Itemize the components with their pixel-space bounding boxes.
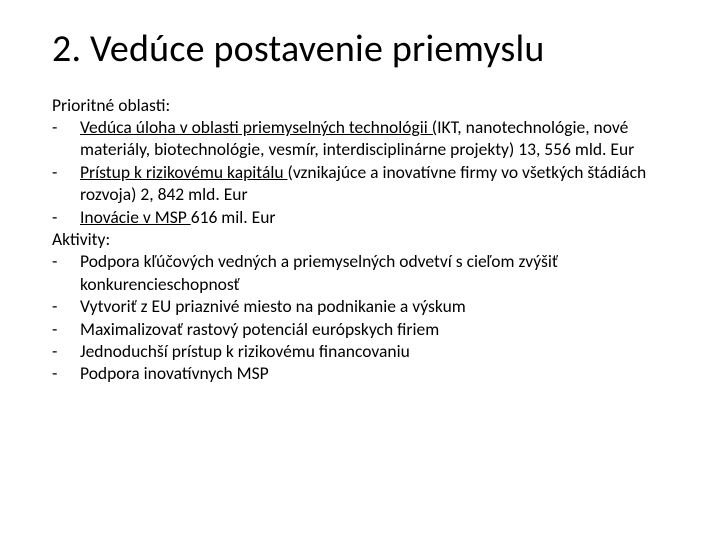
- dash-icon: -: [52, 206, 80, 228]
- bullet-item-financing-access: - Jednoduchší prístup k rizikovému finan…: [52, 340, 680, 362]
- text: Vytvoriť z EU priaznivé miesto na podnik…: [80, 295, 680, 317]
- text: Prístup k rizikovému kapitálu (vznikajúc…: [80, 161, 680, 206]
- text: Prioritné oblasti:: [52, 94, 680, 116]
- slide-body: Prioritné oblasti: - Vedúca úloha v obla…: [52, 94, 680, 385]
- text: Jednoduchší prístup k rizikovému financo…: [80, 340, 680, 362]
- dash-icon: -: [52, 116, 80, 138]
- text: Podpora kľúčových vedných a priemyselnýc…: [80, 250, 680, 295]
- dash-icon: -: [52, 250, 80, 272]
- dash-icon: -: [52, 362, 80, 384]
- underlined-text: Prístup k rizikovému kapitálu: [80, 161, 288, 183]
- bullet-item-msp-innovation: - Inovácie v MSP 616 mil. Eur: [52, 206, 680, 228]
- slide: 2. Vedúce postavenie priemyslu Prioritné…: [0, 0, 720, 540]
- text: Maximalizovať rastový potenciál európsky…: [80, 318, 680, 340]
- text: Aktivity:: [52, 228, 680, 250]
- text: Inovácie v MSP 616 mil. Eur: [80, 206, 680, 228]
- bullet-item-eu-business: - Vytvoriť z EU priaznivé miesto na podn…: [52, 295, 680, 317]
- dash-icon: -: [52, 295, 80, 317]
- dash-icon: -: [52, 340, 80, 362]
- dash-icon: -: [52, 318, 80, 340]
- bullet-item-innovative-msp: - Podpora inovatívnych MSP: [52, 362, 680, 384]
- underlined-text: Inovácie v MSP: [80, 206, 191, 228]
- bullet-item-support-sectors: - Podpora kľúčových vedných a priemyseln…: [52, 250, 680, 295]
- text: Vedúca úloha v oblasti priemyselných tec…: [80, 116, 680, 161]
- slide-title: 2. Vedúce postavenie priemyslu: [52, 28, 680, 72]
- bullet-item-risk-capital: - Prístup k rizikovému kapitálu (vznikaj…: [52, 161, 680, 206]
- bullet-item-technologies: - Vedúca úloha v oblasti priemyselných t…: [52, 116, 680, 161]
- text: 616 mil. Eur: [191, 206, 276, 228]
- underlined-text: Vedúca úloha v oblasti priemyselných tec…: [80, 116, 437, 138]
- text-line-activities-heading: Aktivity:: [52, 228, 680, 250]
- text-line-priority-heading: Prioritné oblasti:: [52, 94, 680, 116]
- text: Podpora inovatívnych MSP: [80, 362, 680, 384]
- dash-icon: -: [52, 161, 80, 183]
- bullet-item-growth-potential: - Maximalizovať rastový potenciál európs…: [52, 318, 680, 340]
